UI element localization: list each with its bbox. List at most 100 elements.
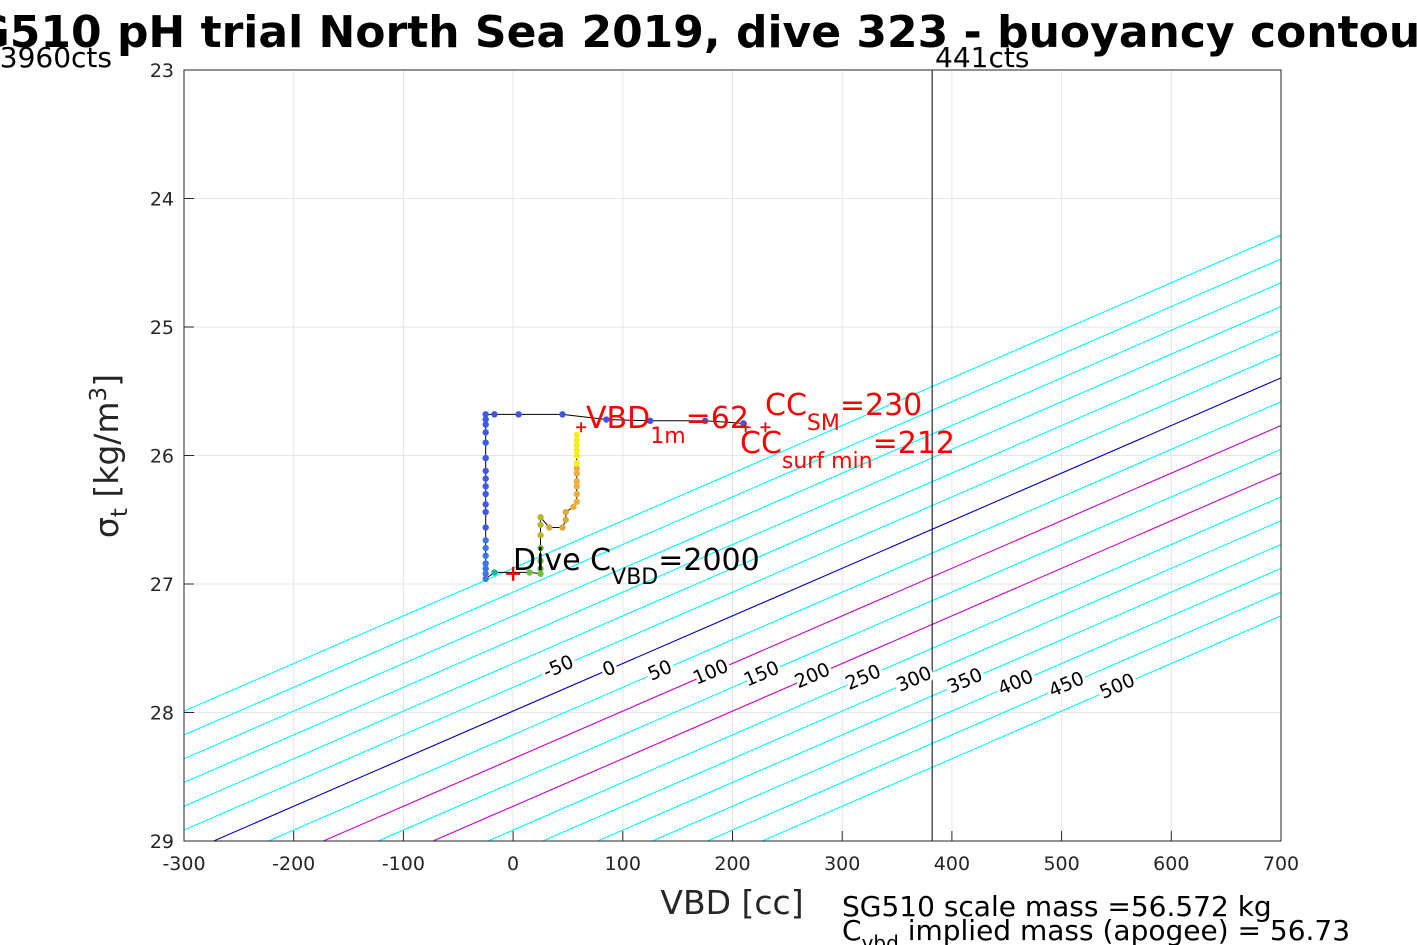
data-point [537, 570, 544, 577]
y-tick-label: 29 [150, 831, 174, 853]
y-label-symbol: σ [87, 517, 126, 538]
red-plus-marker [760, 422, 771, 433]
x-tick-label: 100 [605, 853, 641, 875]
data-point [482, 439, 489, 446]
data-point [537, 521, 544, 529]
x-ticks: -300 -200 -100 0 100 200 300 400 500 600 700 [162, 831, 1299, 875]
contour-line [542, 520, 1281, 841]
data-point [559, 411, 566, 418]
y-tick-label: 24 [150, 189, 174, 211]
implied-mass-sub: vbd [862, 931, 899, 945]
data-point [482, 565, 489, 572]
cc-sm-annotation: CCSM=230 [765, 388, 922, 436]
cc-sm-post: =230 [840, 388, 922, 423]
chart-title: SG510 pH trial North Sea 2019, dive 323 … [0, 7, 1417, 58]
data-point [482, 416, 489, 423]
cc-surf-min-sub: surf min [782, 449, 873, 474]
x-tick-label: -300 [162, 853, 205, 875]
data-point [570, 503, 577, 511]
contour-line [184, 353, 1281, 831]
x-tick-label: -100 [382, 853, 425, 875]
contour-line [184, 258, 1281, 736]
red-plus-marker [506, 566, 521, 581]
y-label-unit-sup: 3 [86, 387, 112, 402]
x-tick-label: 300 [824, 853, 860, 875]
contour-line [184, 234, 1281, 712]
data-point [573, 436, 580, 444]
data-point [482, 524, 489, 531]
data-point [573, 442, 580, 449]
data-point [491, 411, 498, 418]
y-tick-label: 26 [150, 446, 174, 468]
y-ticks: 23 24 25 26 27 28 29 [150, 60, 194, 853]
vbd-1m-annotation: VBD1m=62 [586, 401, 749, 449]
dive-cvbd-sub: VBD [611, 565, 658, 590]
contour-line [761, 615, 1281, 841]
x-tick-label: 500 [1043, 853, 1079, 875]
right-count-label: 441cts [935, 41, 1029, 74]
data-point [546, 524, 553, 531]
data-point [537, 531, 544, 539]
data-point [482, 560, 489, 567]
data-point [573, 470, 580, 477]
y-tick-label: 23 [150, 60, 174, 82]
x-tick-label: 200 [714, 853, 750, 875]
data-point [482, 467, 489, 475]
data-point [573, 478, 580, 485]
data-point [482, 411, 489, 418]
dive-points [482, 411, 747, 583]
data-point [491, 569, 498, 576]
scale-mass-note: SG510 scale mass =56.572 kg [842, 890, 1272, 923]
dive-cvbd-annotation: Dive CVBD=2000 [513, 543, 760, 590]
left-count-label: 3960cts [0, 41, 112, 74]
buoyancy-contours [184, 234, 1281, 841]
data-point [573, 447, 580, 454]
data-point [482, 544, 489, 552]
y-tick-label: 27 [150, 574, 174, 596]
y-label-unit-close: ] [87, 374, 126, 387]
contour-line [652, 567, 1281, 841]
data-point [647, 417, 654, 425]
contour-line [213, 377, 1281, 841]
data-point [482, 454, 489, 462]
data-point [482, 508, 489, 516]
vbd-1m-post: =62 [686, 401, 749, 436]
contour-line [597, 543, 1281, 841]
data-point [482, 490, 489, 498]
dive-cvbd-post: =2000 [658, 543, 759, 578]
data-point [482, 537, 489, 544]
dive-cvbd-pre: Dive C [513, 543, 611, 578]
data-point [559, 524, 566, 531]
cc-sm-pre: CC [765, 388, 807, 423]
data-point [482, 421, 489, 428]
data-point [537, 513, 544, 521]
implied-mass-pre: C [842, 914, 862, 945]
contour-line [323, 424, 1281, 841]
contour-line [184, 305, 1281, 784]
contour-line [268, 401, 1281, 841]
data-point [482, 570, 489, 577]
y-tick-label: 28 [150, 703, 174, 725]
data-point [573, 498, 580, 505]
implied-mass-note: Cvbd implied mass (apogee) = 56.73 [842, 914, 1350, 945]
data-point [573, 465, 580, 472]
cc-sm-sub: SM [807, 411, 840, 436]
data-point [482, 483, 489, 490]
contour-line [487, 496, 1281, 841]
data-point [573, 490, 580, 498]
data-point [537, 557, 544, 565]
contour-line [184, 282, 1281, 760]
data-point [573, 460, 580, 467]
data-point [573, 431, 580, 439]
cc-surf-min-annotation: CCsurf min=212 [740, 426, 955, 474]
data-point [573, 483, 580, 490]
x-tick-label: 600 [1153, 853, 1189, 875]
cc-surf-min-pre: CC [740, 426, 782, 461]
trajectory-surface [485, 413, 744, 424]
data-point [482, 575, 489, 583]
data-point [526, 569, 533, 576]
data-point [482, 429, 489, 436]
x-tick-label: 0 [507, 853, 519, 875]
vbd-1m-pre: VBD [586, 401, 650, 436]
